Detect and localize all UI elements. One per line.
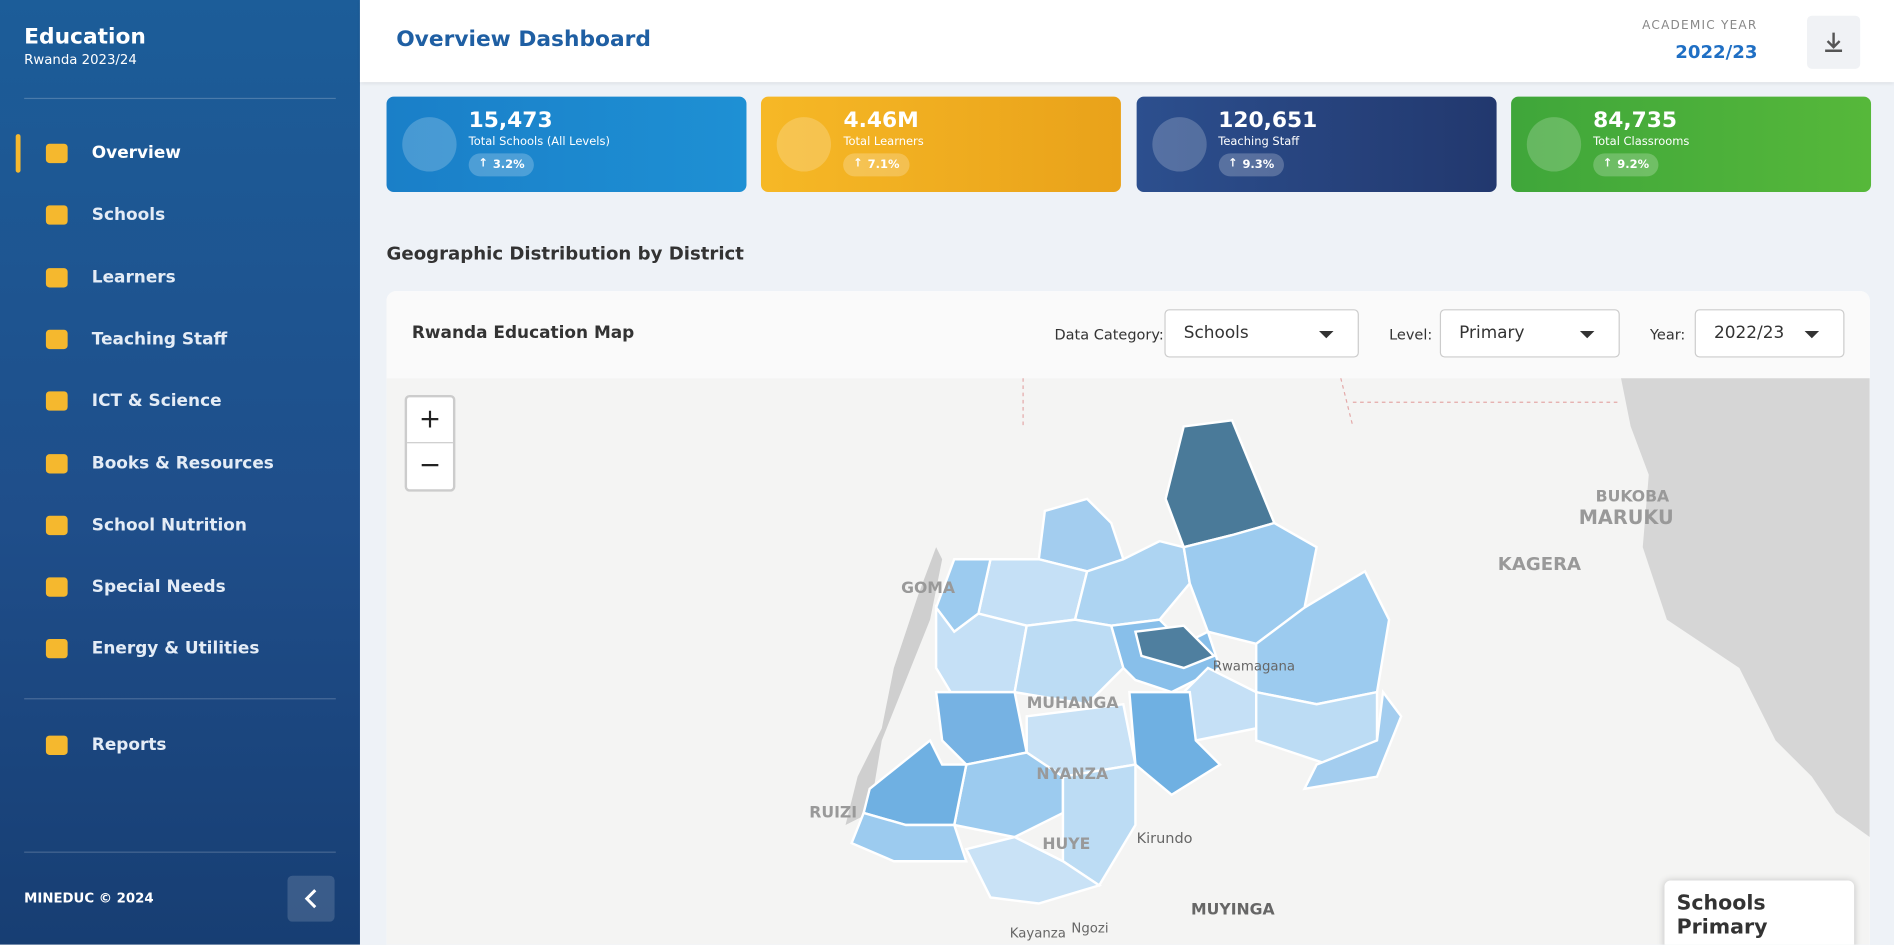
- map-title: Rwanda Education Map: [411, 323, 635, 344]
- map-place: Rwamagana: [1213, 659, 1295, 674]
- card-value: 120,651: [1218, 107, 1318, 133]
- year-value: 2022/23: [1675, 41, 1758, 63]
- brand-title: Education: [24, 24, 146, 50]
- card-value: 4.46M: [843, 107, 919, 133]
- card-label: Teaching Staff: [1218, 135, 1300, 149]
- map-place: MUYINGA: [1191, 899, 1276, 918]
- divider: [24, 698, 336, 700]
- year-label: ACADEMIC YEAR: [1642, 19, 1758, 33]
- map-place: HUYE: [1042, 834, 1090, 853]
- nav-icon: [45, 577, 68, 597]
- legend: Schools Primary: [1664, 880, 1855, 945]
- stat-card: 84,735 Total Classrooms 9.2%: [1510, 96, 1871, 193]
- legend-title: Schools Primary: [1676, 891, 1768, 940]
- card-icon: [1526, 117, 1582, 172]
- map-panel: GOMA BUKOBA MARUKU KAGERA Rwamagana MUHA…: [386, 291, 1870, 945]
- footer: MINEDUC © 2024: [24, 890, 154, 906]
- map-place: MUHANGA: [1027, 693, 1120, 712]
- card-value: 84,735: [1593, 107, 1677, 133]
- collapse-button[interactable]: [287, 875, 335, 922]
- nav-item[interactable]: Books & Resources: [0, 439, 360, 487]
- nav-icon: [45, 143, 68, 164]
- nav-item[interactable]: ICT & Science: [0, 377, 360, 425]
- nav-icon: [45, 391, 68, 411]
- card-value: 15,473: [468, 107, 553, 133]
- map-place: GOMA: [901, 578, 956, 597]
- filter-select[interactable]: Schools: [1164, 309, 1359, 358]
- nav-label: School Nutrition: [91, 515, 247, 535]
- nav-item[interactable]: Energy & Utilities: [0, 625, 360, 673]
- sidebar: Education Rwanda 2023/24 Overview Schools…: [0, 0, 360, 945]
- card-change: 9.3%: [1218, 153, 1284, 177]
- card-label: Total Learners: [843, 135, 924, 149]
- card-icon: [1151, 117, 1207, 172]
- nav-icon: [45, 515, 68, 535]
- section-title: Geographic Distribution by District: [386, 242, 744, 265]
- map-place: Kayanza: [1010, 926, 1066, 941]
- map-header: Rwanda Education Map Data Category: Schoo…: [386, 291, 1870, 379]
- nav-label: Energy & Utilities: [91, 639, 260, 659]
- map-place: KAGERA: [1498, 554, 1581, 575]
- card-change: 3.2%: [468, 153, 535, 177]
- nav-label: Overview: [91, 143, 181, 164]
- stat-card: 4.46M Total Learners 7.1%: [761, 96, 1122, 193]
- nav-label: Reports: [91, 735, 167, 755]
- brand: Education Rwanda 2023/24: [24, 24, 146, 67]
- stat-card: 15,473 Total Schools (All Levels) 3.2%: [386, 96, 747, 193]
- divider: [24, 851, 336, 853]
- nav-label: Books & Resources: [91, 453, 274, 473]
- filter-select[interactable]: Primary: [1439, 309, 1620, 358]
- zoom-out[interactable]: −: [418, 450, 442, 481]
- map-place: Ngozi: [1071, 921, 1108, 936]
- divider: [24, 97, 336, 100]
- filter-label: Year:: [1649, 326, 1686, 344]
- card-icon: [402, 117, 457, 172]
- card-label: Total Classrooms: [1593, 135, 1690, 149]
- map-place: MARUKU: [1579, 506, 1674, 529]
- stat-card: 120,651 Teaching Staff 9.3%: [1136, 96, 1497, 193]
- brand-subtitle: Rwanda 2023/24: [24, 51, 137, 68]
- nav-icon: [45, 735, 68, 755]
- filter-select[interactable]: 2022/23: [1694, 309, 1845, 358]
- card-label: Total Schools (All Levels): [468, 135, 610, 149]
- nav-item[interactable]: School Nutrition: [0, 501, 360, 549]
- nav-icon: [45, 639, 68, 659]
- nav-icon: [45, 329, 68, 349]
- card-change: 9.2%: [1593, 153, 1659, 177]
- zoom-control[interactable]: + −: [404, 394, 456, 492]
- map-place: NYANZA: [1036, 764, 1109, 783]
- map-place: RUIZI: [809, 803, 857, 822]
- header: Overview Dashboard ACADEMIC YEAR 2022/23: [359, 0, 1894, 83]
- nav-label: ICT & Science: [91, 391, 222, 411]
- nav-icon: [45, 205, 68, 226]
- card-icon: [777, 117, 832, 172]
- nav-icon: [45, 453, 68, 473]
- download-button[interactable]: [1807, 15, 1861, 69]
- map: GOMA BUKOBA MARUKU KAGERA Rwamagana MUHA…: [386, 378, 1870, 945]
- chevron: [304, 889, 317, 909]
- map-place: BUKOBA: [1596, 486, 1670, 505]
- nav-item[interactable]: Reports: [0, 721, 360, 769]
- nav-icon: [45, 267, 68, 287]
- nav-label: Schools: [91, 205, 166, 226]
- nav-label: Special Needs: [91, 577, 226, 597]
- zoom-in[interactable]: +: [407, 397, 453, 444]
- page-title: Overview Dashboard: [396, 26, 651, 52]
- nav-label: Learners: [91, 267, 176, 287]
- nav-item[interactable]: Teaching Staff: [0, 315, 360, 363]
- map-place: Kirundo: [1137, 831, 1193, 847]
- filter-label: Level:: [1389, 326, 1433, 344]
- nav-item[interactable]: Overview: [0, 129, 360, 177]
- card-change: 7.1%: [843, 153, 910, 177]
- nav-label: Teaching Staff: [91, 329, 228, 349]
- download-icon: [1825, 32, 1843, 52]
- nav-item[interactable]: Schools: [0, 191, 360, 239]
- nav-item[interactable]: Learners: [0, 253, 360, 301]
- nav-item[interactable]: Special Needs: [0, 563, 360, 611]
- filter-label: Data Category:: [1054, 326, 1164, 344]
